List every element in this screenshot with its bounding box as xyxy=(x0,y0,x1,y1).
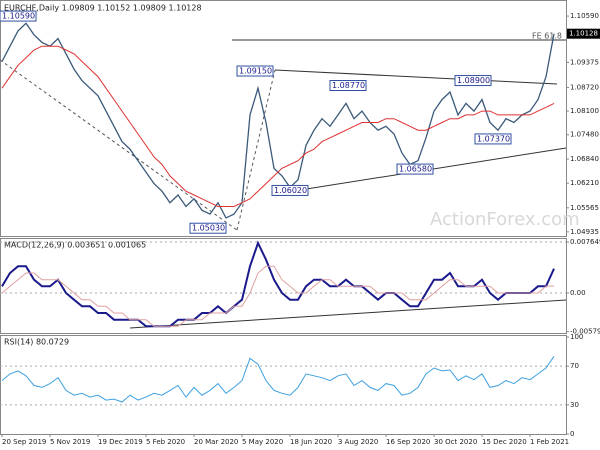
last-price-label: 1.10128 xyxy=(569,30,598,38)
trendline xyxy=(129,299,567,329)
price-panel xyxy=(0,0,567,237)
annotation-label: 1.06580 xyxy=(399,165,432,174)
rsi-title: RSI(14) 80.0729 xyxy=(4,338,69,347)
annotation-box xyxy=(329,80,367,92)
macd-title: MACD(12,26,9) 0.003651 0.001065 xyxy=(4,241,146,250)
y-tick-label: 1.10590 xyxy=(570,12,599,20)
y-tick-label: 1.06840 xyxy=(570,155,599,163)
annotation-box xyxy=(189,222,227,234)
x-tick-label: 30 Oct 2020 xyxy=(434,438,477,446)
series-line xyxy=(1,265,555,327)
x-tick-label: 5 Nov 2019 xyxy=(50,438,90,446)
annotation-box xyxy=(0,10,37,22)
fe-label: FE 61.8 xyxy=(532,32,562,41)
y-tick-label: 0.00 xyxy=(570,289,586,297)
rsi-panel xyxy=(0,335,567,435)
x-tick-label: 5 Feb 2020 xyxy=(146,438,185,446)
x-tick-label: 5 May 2020 xyxy=(242,438,283,446)
trendline xyxy=(0,59,238,231)
annotation-label: 1.05030 xyxy=(192,224,225,233)
y-tick-label: 100 xyxy=(570,333,583,341)
x-tick-label: 20 Mar 2020 xyxy=(194,438,238,446)
y-tick-label: 1.05565 xyxy=(570,204,599,212)
watermark: ActionForex.com xyxy=(430,209,580,230)
y-tick-label: 1.09375 xyxy=(570,58,599,66)
y-tick-label: -0.005797 xyxy=(570,328,600,336)
x-tick-label: 1 Feb 2021 xyxy=(530,438,569,446)
series-line xyxy=(1,356,555,403)
x-tick-label: 16 Sep 2020 xyxy=(386,438,430,446)
y-tick-label: 70 xyxy=(570,362,579,370)
annotation-label: 1.10590 xyxy=(2,12,35,21)
y-tick-label: 1.08100 xyxy=(570,107,599,115)
annotation-label: 1.08900 xyxy=(457,76,490,85)
x-tick-label: 18 Jun 2020 xyxy=(290,438,332,446)
y-tick-label: 1.08720 xyxy=(570,83,599,91)
x-tick-label: 3 Aug 2020 xyxy=(338,438,378,446)
y-tick-label: 1.04935 xyxy=(570,228,599,236)
annotation-box xyxy=(454,75,492,87)
annotation-label: 1.07370 xyxy=(477,134,510,143)
last-price-box xyxy=(567,28,600,39)
y-tick-label: 0 xyxy=(570,430,574,438)
chart-title: EURCHF,Daily 1.09809 1.10152 1.09809 1.1… xyxy=(4,4,202,13)
trendline xyxy=(274,69,558,85)
annotation-label: 1.06020 xyxy=(274,186,307,195)
annotation-label: 1.09150 xyxy=(239,67,272,76)
macd-panel xyxy=(0,238,567,334)
annotation-box xyxy=(236,65,274,77)
y-tick-label: 1.06210 xyxy=(570,179,599,187)
y-tick-label: 1.07480 xyxy=(570,131,599,139)
series-line xyxy=(1,45,555,207)
annotation-box xyxy=(271,184,309,196)
x-tick-label: 19 Dec 2019 xyxy=(98,438,143,446)
x-tick-label: 15 Dec 2020 xyxy=(482,438,527,446)
y-tick-label: 30 xyxy=(570,401,579,409)
y-tick-label: 0.007649 xyxy=(570,238,600,246)
annotation-box xyxy=(396,163,434,175)
series-line xyxy=(1,240,555,328)
annotation-label: 1.08770 xyxy=(332,81,365,90)
x-tick-label: 20 Sep 2019 xyxy=(2,438,46,446)
annotation-box xyxy=(474,133,512,145)
